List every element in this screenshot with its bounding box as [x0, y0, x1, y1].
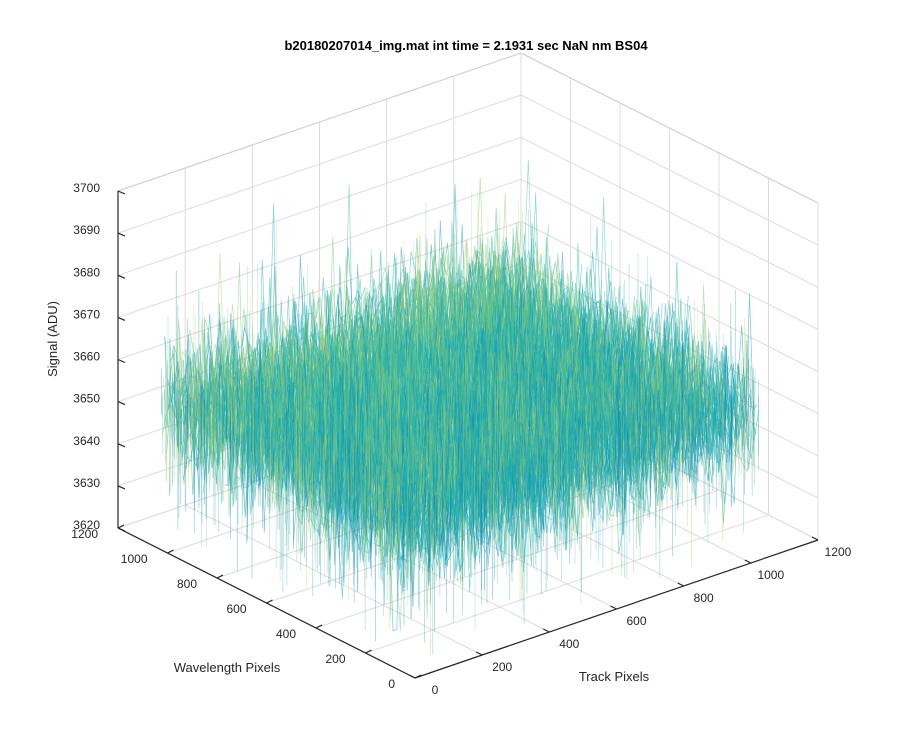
x-tick: [744, 559, 752, 564]
x-tick-label: 400: [559, 637, 579, 651]
y-tick-label: 800: [177, 577, 197, 591]
z-tick-label: 3680: [73, 265, 100, 279]
z-tick: [117, 358, 126, 364]
axes-layer: [117, 190, 819, 679]
tick-labels: 0 200 400 600 800 1000 1200 0 200 400 600 800 1000 12…: [71, 181, 851, 697]
z-tick-label: 3660: [73, 350, 100, 364]
x-tick: [475, 651, 483, 656]
y-tick-label: 1200: [71, 527, 98, 541]
x-tick-label: 600: [626, 614, 646, 628]
x-tick-label: 800: [694, 591, 714, 605]
back-wall-grid-line: [117, 178, 522, 318]
z-tick: [117, 274, 126, 279]
x-tick-label: 0: [432, 683, 439, 697]
z-tick-label: 3640: [73, 434, 100, 448]
z-tick: [117, 527, 126, 532]
x-axis-label: Track Pixels: [579, 669, 650, 684]
x-tick: [543, 628, 550, 633]
z-tick: [117, 443, 126, 448]
z-tick-label: 3690: [73, 223, 100, 237]
z-tick-label: 3620: [73, 518, 100, 532]
x-tick: [811, 536, 819, 541]
z-tick: [117, 401, 126, 406]
z-tick-label: 3670: [73, 307, 100, 321]
z-tick: [117, 316, 126, 321]
back-wall-grid-line: [117, 221, 522, 360]
y-tick-label: 0: [388, 677, 395, 691]
back-wall-grid-line: [117, 94, 522, 234]
z-tick-label: 3630: [73, 476, 100, 490]
z-tick: [117, 190, 126, 195]
back-wall-grid-line: [117, 136, 522, 276]
y-tick-label: 1000: [121, 552, 148, 566]
y-tick: [315, 624, 323, 629]
floor-grid-line: [315, 489, 720, 629]
x-tick: [610, 605, 617, 610]
y-tick: [266, 599, 273, 604]
x-tick: [408, 674, 416, 679]
side-wall-grid-line: [520, 178, 819, 330]
z-tick-label: 3700: [73, 181, 100, 195]
x-tick-label: 200: [492, 660, 512, 674]
y-tick: [216, 574, 224, 579]
y-tick: [414, 674, 422, 679]
x-tick-label: 1000: [757, 568, 784, 582]
surface-trace: [412, 293, 758, 568]
y-tick-label: 400: [276, 627, 296, 641]
surface-trace: [250, 305, 596, 536]
surface-plot: [161, 159, 760, 656]
x-tick: [677, 582, 684, 587]
z-tick: [117, 232, 126, 237]
side-wall-grid-line: [520, 94, 819, 246]
box-edge: [117, 52, 522, 192]
side-wall-grid-line: [520, 136, 819, 288]
chart-title: b20180207014_img.mat int time = 2.1931 s…: [284, 38, 648, 53]
box-edge: [520, 52, 819, 204]
z-tick: [117, 485, 126, 490]
side-wall-grid-line: [520, 221, 819, 372]
surface-trace: [405, 368, 751, 588]
z-axis-label: Signal (ADU): [45, 301, 60, 377]
y-axis-label: Wavelength Pixels: [174, 660, 281, 675]
y-tick: [117, 524, 125, 529]
x-tick-label: 1200: [825, 545, 852, 559]
y-tick-label: 600: [226, 602, 246, 616]
z-tick-label: 3650: [73, 392, 100, 406]
y-tick: [365, 649, 372, 654]
y-tick: [167, 549, 174, 554]
y-tick-label: 200: [325, 652, 345, 666]
